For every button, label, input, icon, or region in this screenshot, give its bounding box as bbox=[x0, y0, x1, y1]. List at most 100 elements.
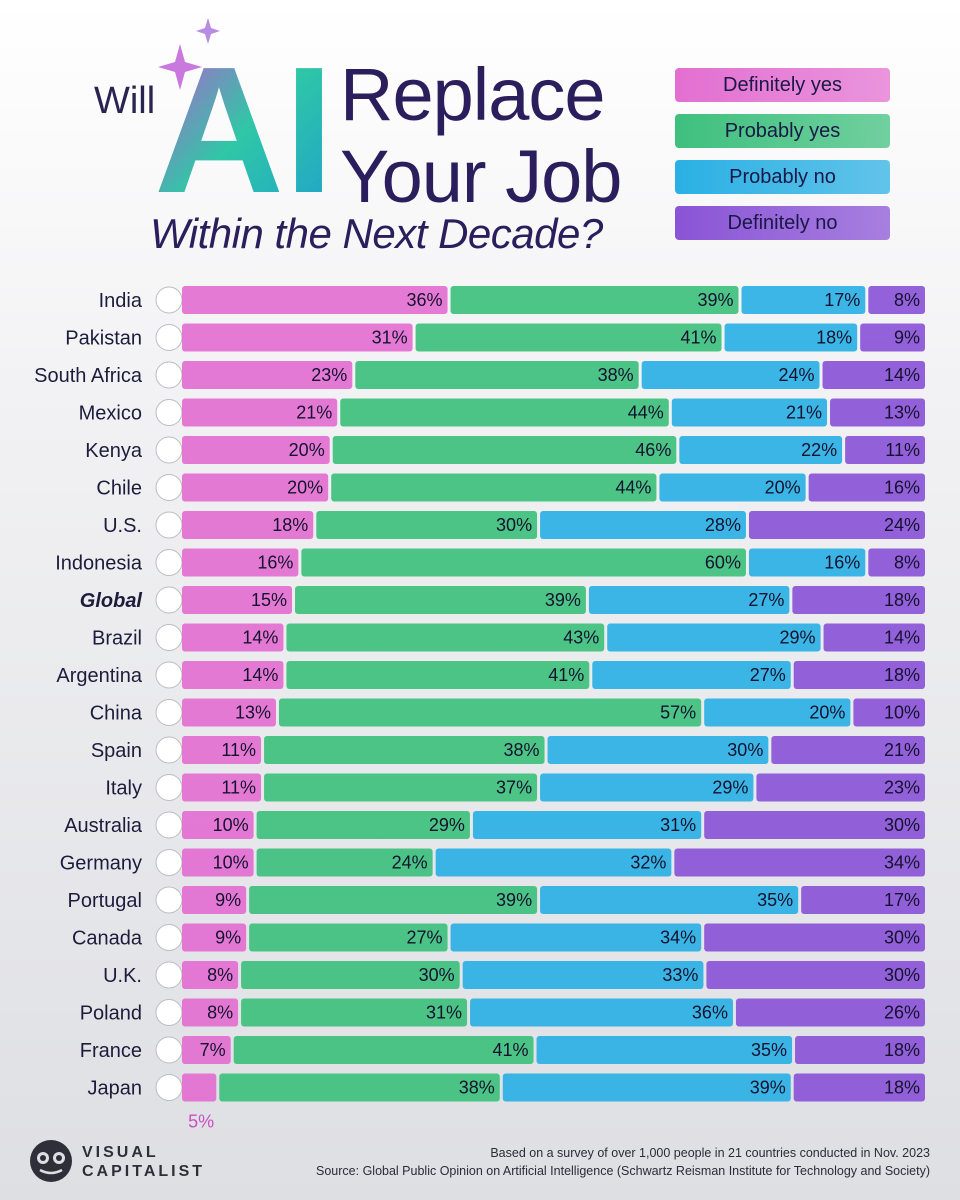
bar-mexico-definitely-no bbox=[830, 398, 925, 427]
value-label-u-k-probably-yes: 30% bbox=[419, 965, 455, 985]
bar-poland-definitely-no bbox=[735, 998, 925, 1027]
legend-item-probably-yes: Probably yes bbox=[675, 114, 890, 148]
legend-item-probably-no: Probably no bbox=[675, 160, 890, 194]
value-label-portugal-definitely-no: 17% bbox=[884, 890, 920, 910]
value-label-mexico-definitely-yes: 21% bbox=[296, 403, 332, 423]
bar-global-probably-no bbox=[588, 586, 790, 614]
row-label-poland: Poland bbox=[80, 1003, 142, 1025]
value-label-brazil-definitely-no: 14% bbox=[884, 628, 920, 648]
value-label-japan-probably-no: 39% bbox=[750, 1078, 786, 1098]
value-label-u-k-definitely-yes: 8% bbox=[207, 965, 233, 985]
bar-south-africa-definitely-no bbox=[822, 361, 925, 389]
bar-italy-probably-yes bbox=[264, 773, 538, 802]
sparkle-icon bbox=[158, 44, 202, 90]
bar-china-probably-yes bbox=[278, 698, 702, 727]
row-label-chile: Chile bbox=[96, 478, 142, 500]
value-label-india-probably-yes: 39% bbox=[697, 290, 733, 310]
value-label-brazil-probably-yes: 43% bbox=[563, 628, 599, 648]
value-label-canada-probably-no: 34% bbox=[660, 928, 696, 948]
row-label-italy: Italy bbox=[105, 778, 142, 800]
value-label-u-s-definitely-no: 24% bbox=[884, 515, 920, 535]
row-label-japan: Japan bbox=[88, 1078, 143, 1100]
value-label-australia-definitely-yes: 10% bbox=[213, 815, 249, 835]
bar-france-probably-yes bbox=[233, 1036, 534, 1064]
bar-u-k-definitely-no bbox=[706, 961, 925, 989]
flag-icon-argentina bbox=[155, 661, 183, 689]
flag-icon-u-s bbox=[155, 511, 183, 539]
value-label-south-africa-definitely-yes: 23% bbox=[311, 365, 347, 385]
bar-south-africa-probably-no bbox=[641, 361, 820, 389]
bar-germany-probably-yes bbox=[256, 848, 433, 877]
bar-kenya-definitely-yes bbox=[182, 436, 330, 464]
bar-italy-definitely-no bbox=[756, 773, 925, 802]
flag-icon-spain bbox=[155, 736, 183, 764]
bar-india-probably-yes bbox=[450, 286, 739, 314]
bar-u-k-probably-no bbox=[462, 961, 704, 989]
value-label-spain-probably-no: 30% bbox=[727, 740, 763, 760]
bar-poland-definitely-yes bbox=[182, 998, 239, 1027]
bar-chile-probably-yes bbox=[331, 473, 657, 502]
legend-label: Probably no bbox=[729, 165, 836, 188]
bar-indonesia-probably-yes bbox=[301, 548, 746, 577]
row-label-spain: Spain bbox=[91, 740, 142, 762]
bar-u-k-probably-yes bbox=[241, 961, 460, 989]
value-label-u-k-probably-no: 33% bbox=[662, 965, 698, 985]
value-label-kenya-definitely-yes: 20% bbox=[289, 440, 325, 460]
value-label-japan-probably-yes: 38% bbox=[459, 1078, 495, 1098]
bar-canada-definitely-no bbox=[704, 923, 925, 952]
value-label-chile-definitely-yes: 20% bbox=[287, 478, 323, 498]
bar-japan-probably-no bbox=[502, 1073, 791, 1102]
legend-label: Definitely yes bbox=[723, 73, 842, 96]
row-label-india: India bbox=[99, 290, 143, 312]
row-label-south-africa: South Africa bbox=[34, 365, 143, 387]
bar-global-probably-yes bbox=[295, 586, 586, 614]
bar-indonesia-probably-no bbox=[748, 548, 866, 577]
flag-icon-global bbox=[155, 586, 183, 614]
row-label-indonesia: Indonesia bbox=[55, 553, 143, 575]
value-label-china-definitely-yes: 13% bbox=[235, 703, 271, 723]
flag-icon-portugal bbox=[155, 886, 183, 914]
flag-icon-u-k bbox=[155, 961, 183, 989]
value-label-france-probably-no: 35% bbox=[751, 1040, 787, 1060]
value-label-italy-probably-no: 29% bbox=[712, 778, 748, 798]
flag-icon-pakistan bbox=[155, 324, 183, 351]
row-label-canada: Canada bbox=[72, 928, 143, 950]
visual-capitalist-logo: VISUAL CAPITALIST bbox=[28, 1138, 228, 1184]
bar-pakistan-probably-yes bbox=[415, 323, 722, 352]
bar-italy-probably-no bbox=[540, 773, 754, 802]
bar-u-k-definitely-yes bbox=[182, 961, 239, 989]
value-label-argentina-definitely-no: 18% bbox=[884, 665, 920, 685]
bar-chile-probably-no bbox=[659, 473, 806, 502]
bar-spain-probably-no bbox=[547, 736, 769, 764]
bar-mexico-definitely-yes bbox=[182, 398, 338, 427]
bar-portugal-probably-no bbox=[540, 886, 799, 914]
value-label-poland-probably-no: 36% bbox=[692, 1003, 728, 1023]
bar-global-definitely-no bbox=[792, 586, 925, 614]
legend-label: Probably yes bbox=[724, 119, 841, 142]
bar-australia-definitely-yes bbox=[182, 811, 254, 839]
ai-logo: AI bbox=[154, 18, 334, 204]
value-label-france-definitely-no: 18% bbox=[884, 1040, 920, 1060]
value-label-kenya-definitely-no: 11% bbox=[885, 440, 920, 460]
sparkle-small-icon bbox=[196, 18, 220, 44]
value-label-portugal-probably-yes: 39% bbox=[496, 890, 532, 910]
value-label-china-probably-no: 20% bbox=[809, 703, 845, 723]
value-label-kenya-probably-no: 22% bbox=[801, 440, 837, 460]
value-label-japan-definitely-no: 18% bbox=[884, 1078, 920, 1098]
value-label-brazil-definitely-yes: 14% bbox=[242, 628, 278, 648]
value-label-germany-definitely-no: 34% bbox=[884, 853, 920, 873]
flag-icon-canada bbox=[155, 924, 183, 951]
bar-argentina-definitely-no bbox=[793, 661, 925, 689]
bar-china-probably-no bbox=[704, 698, 851, 727]
value-label-pakistan-probably-yes: 41% bbox=[681, 328, 717, 348]
value-label-south-africa-definitely-no: 14% bbox=[884, 365, 920, 385]
value-label-australia-definitely-no: 30% bbox=[884, 815, 920, 835]
value-label-india-definitely-no: 8% bbox=[894, 290, 920, 310]
value-label-indonesia-definitely-yes: 16% bbox=[257, 553, 293, 573]
value-label-mexico-probably-no: 21% bbox=[786, 403, 822, 423]
value-label-italy-definitely-no: 23% bbox=[884, 778, 920, 798]
bar-argentina-definitely-yes bbox=[182, 661, 284, 689]
bar-india-probably-no bbox=[741, 286, 866, 314]
bar-india-definitely-no bbox=[868, 286, 925, 314]
